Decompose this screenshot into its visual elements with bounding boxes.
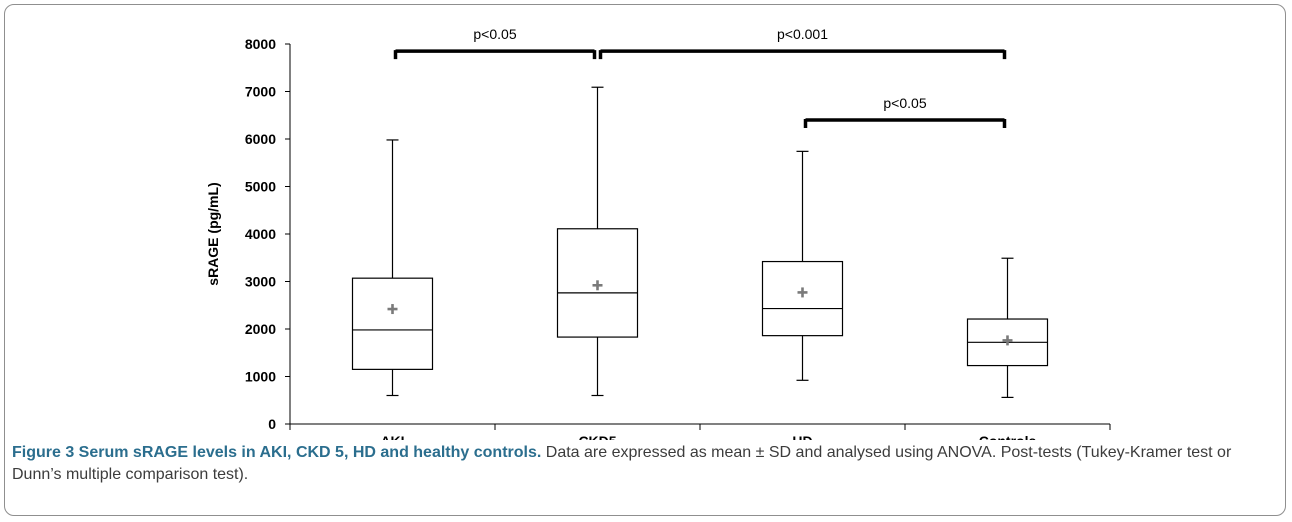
box-group: [761, 150, 844, 381]
caption-text: Data are expressed as mean ± SD and anal…: [12, 444, 1232, 483]
chart-marks: p<0.05 p<0.001 p<0.05: [351, 26, 1049, 398]
x-tick-label: Controls: [979, 433, 1037, 440]
significance-bracket: p<0.05: [803, 95, 1007, 128]
significance-label: p<0.001: [777, 26, 828, 42]
y-tick-label: 7000: [245, 84, 276, 100]
box-group: [351, 139, 434, 397]
y-tick-label: 4000: [245, 226, 276, 242]
box-group: [556, 86, 639, 397]
y-tick-label: 8000: [245, 36, 276, 52]
significance-bracket: p<0.001: [598, 26, 1007, 60]
y-tick-label: 1000: [245, 369, 276, 385]
y-tick-label: 6000: [245, 131, 276, 147]
y-axis-label: sRAGE (pg/mL): [205, 182, 221, 285]
box: [351, 277, 434, 370]
significance-label: p<0.05: [883, 95, 926, 111]
y-tick-label: 2000: [245, 321, 276, 337]
y-tick-label: 5000: [245, 179, 276, 195]
y-tick-label: 3000: [245, 274, 276, 290]
box-plot-chart: 0 1000 2000 3000 4000 5000 6000 7000 8000 sRAGE (…: [205, 26, 1111, 440]
x-tick-label: AKI: [380, 433, 404, 440]
axes: 0 1000 2000 3000 4000 5000 6000 7000 8000 sRAGE (…: [205, 36, 1111, 440]
figure-frame: [4, 4, 1286, 516]
significance-label: p<0.05: [473, 26, 516, 42]
box: [761, 260, 844, 337]
x-tick-label: HD: [792, 433, 812, 440]
figure-caption: Figure 3 Serum sRAGE levels in AKI, CKD …: [12, 442, 1274, 486]
significance-bracket: p<0.05: [393, 26, 597, 60]
y-tick-label: 0: [268, 416, 276, 432]
box-group: [966, 257, 1049, 398]
caption-label: Figure 3 Serum sRAGE levels in AKI, CKD …: [12, 444, 542, 461]
